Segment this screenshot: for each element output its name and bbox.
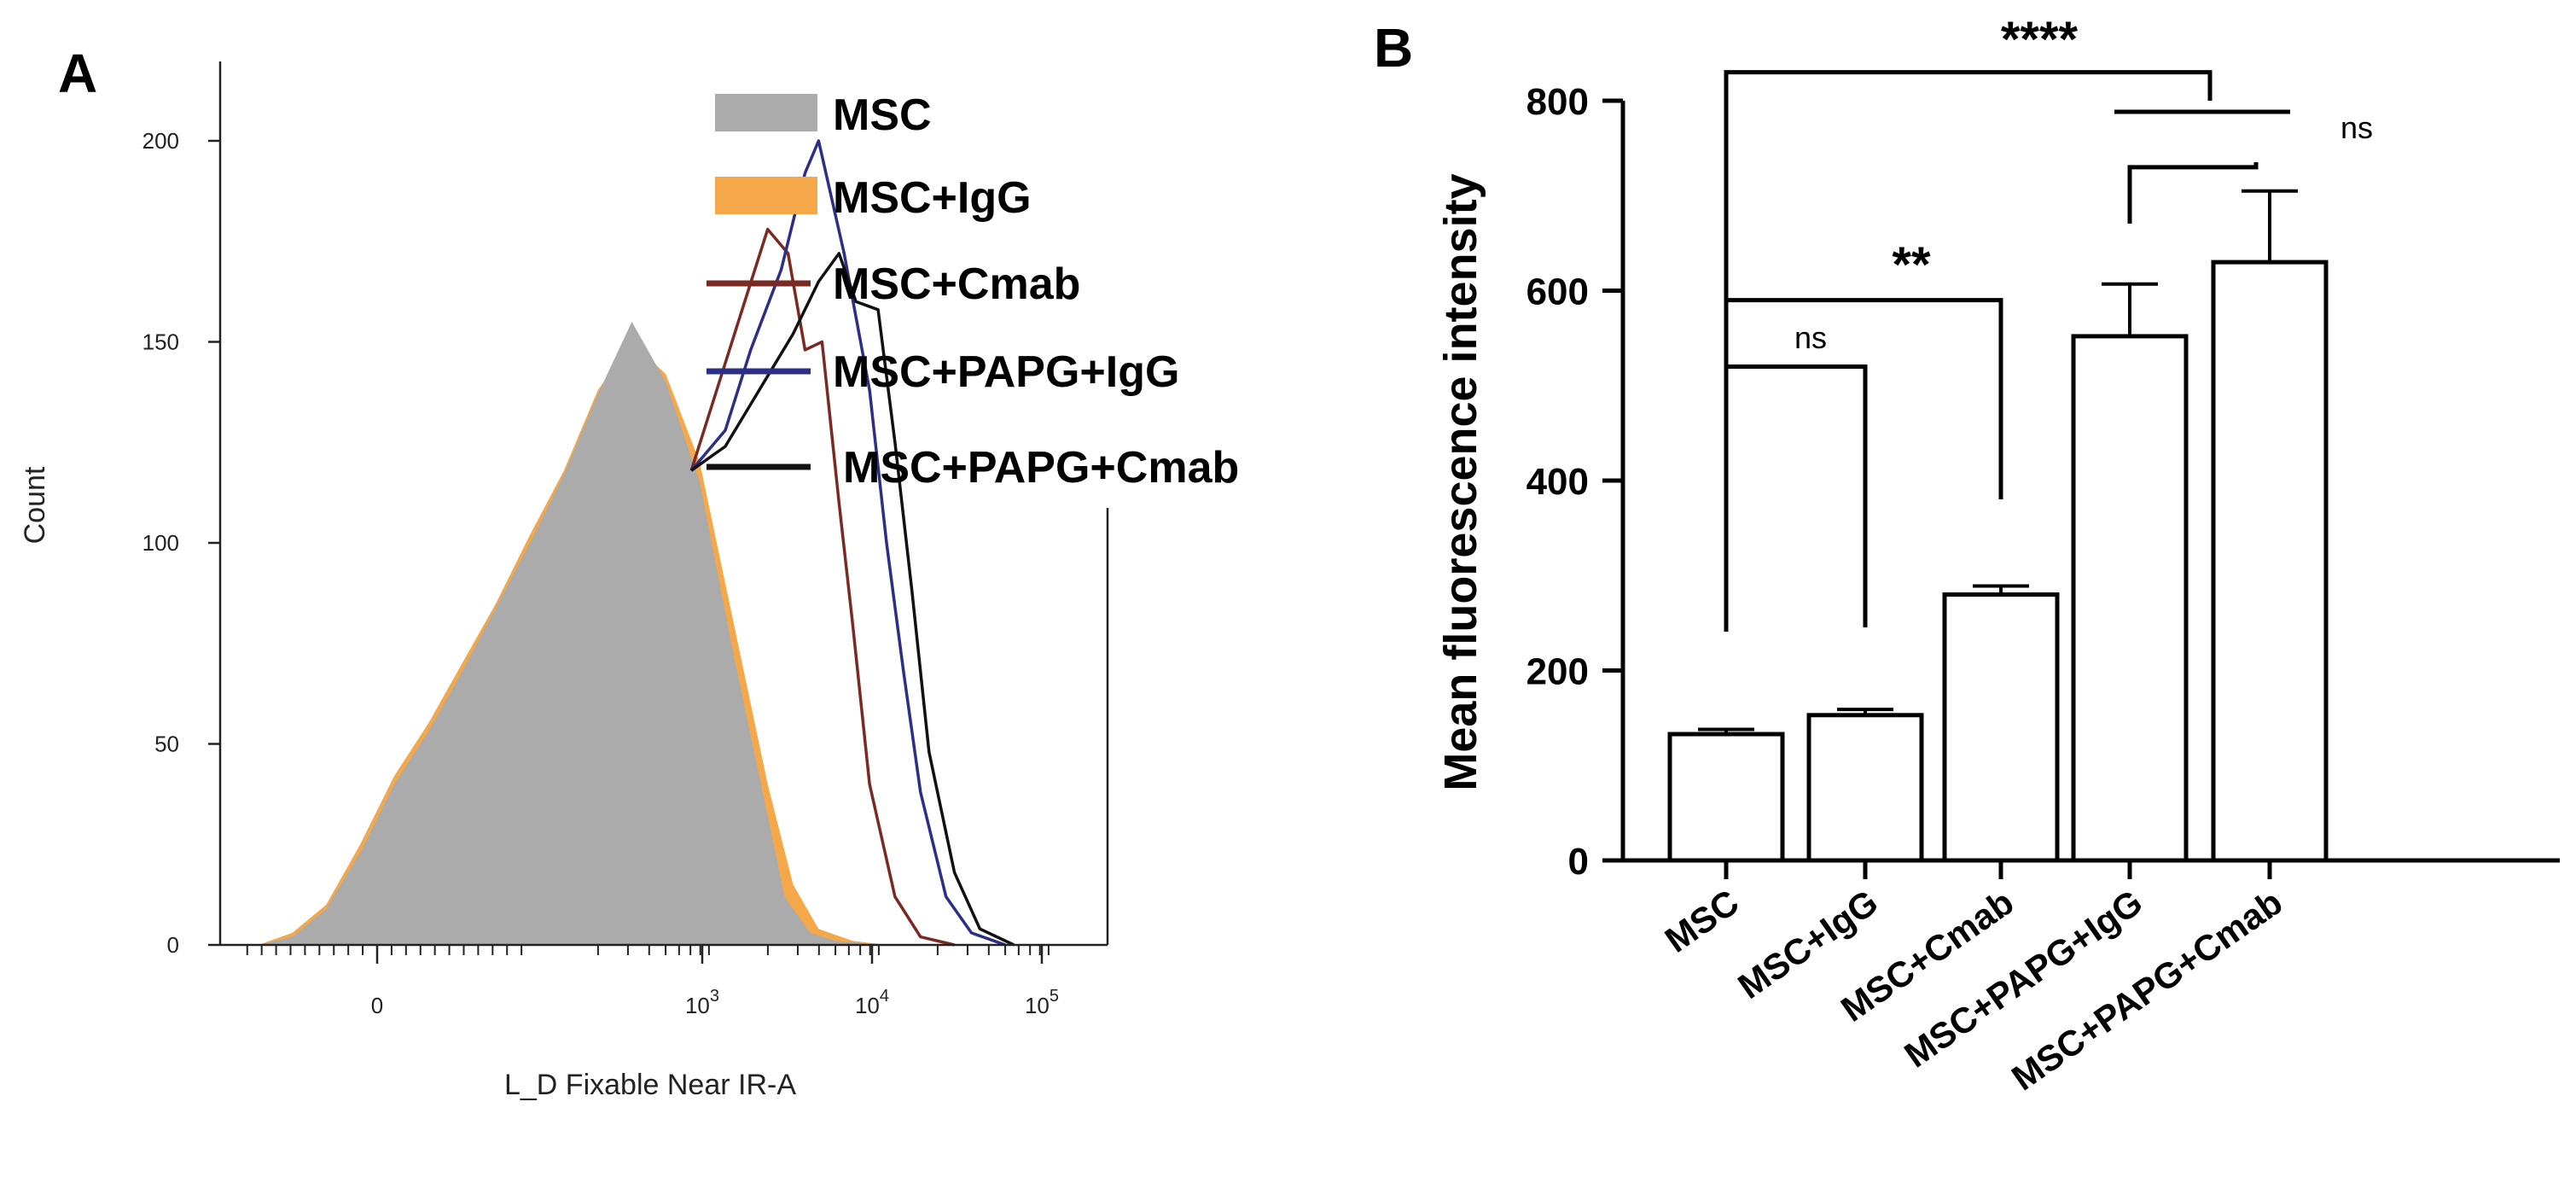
bar-y-tick-label: 0 — [1568, 841, 1589, 883]
histogram-x-label: L_D Fixable Near IR-A — [504, 1069, 796, 1101]
histogram-line-msc-plus-cmab — [689, 227, 956, 947]
bar-category-label: MSC — [1658, 882, 1746, 960]
bar-y-label: Mean fluorescence intensity — [1435, 173, 1486, 790]
bar-y-tick-label: 200 — [1526, 651, 1589, 693]
bar-msc-plus-papg-plus-igg — [2071, 334, 2189, 863]
histogram-fill-msc — [258, 322, 887, 945]
panel-a-letter: A — [58, 43, 97, 104]
significance-label: ns — [2340, 110, 2373, 145]
legend-label-msc-plus-papg-plus-cmab: MSC+PAPG+Cmab — [843, 443, 1239, 493]
legend-swatch-msc-plus-igg — [715, 177, 817, 214]
significance-bracket — [1724, 364, 1868, 627]
histogram-y-ticks: 0 50 100 150 200 — [142, 128, 220, 958]
bar-y-tick-label: 800 — [1526, 81, 1589, 123]
significance-bracket — [2127, 162, 2259, 224]
panel-a: A 0 50 100 150 200 0 103 104 105 Count L_D Fixa… — [19, 43, 1239, 1101]
histogram-legend: MSC MSC+IgG MSC+Cmab MSC+PAPG+IgG MSC+PAPG+C… — [707, 90, 1239, 493]
bar-category-labels: MSCMSC+IgGMSC+CmabMSC+PAPG+IgGMSC+PAPG+C… — [1658, 860, 2289, 1098]
legend-label-msc: MSC — [833, 90, 932, 140]
significance-label: ns — [1794, 320, 1827, 355]
histogram-line-msc-plus-papg-plus-cmab — [690, 252, 1015, 947]
histogram-y-tick-label: 0 — [167, 932, 179, 958]
bar-msc-plus-igg — [1806, 713, 1924, 863]
significance-label: ** — [1892, 237, 1931, 293]
bar-msc — [1667, 732, 1785, 863]
histogram-y-tick-label: 150 — [142, 329, 179, 355]
histogram-y-label: Count — [19, 466, 51, 544]
significance-bracket — [1724, 70, 2213, 435]
significance-brackets: **** ns ** ns — [1724, 12, 2373, 632]
histogram-y-tick-label: 200 — [142, 128, 179, 154]
histogram-lines — [689, 139, 1015, 947]
histogram-line-msc-plus-papg-plus-igg — [689, 139, 1006, 947]
panel-b-letter: B — [1374, 17, 1413, 79]
legend-label-msc-plus-cmab: MSC+Cmab — [833, 259, 1080, 309]
legend-label-msc-plus-papg-plus-igg: MSC+PAPG+IgG — [833, 347, 1179, 397]
bar-msc-plus-papg-plus-cmab — [2211, 259, 2329, 863]
significance-label: **** — [2001, 12, 2079, 67]
bar-msc-plus-cmab — [1942, 592, 2060, 863]
legend-label-msc-plus-igg: MSC+IgG — [833, 173, 1032, 223]
histogram-x-tick-label: 103 — [685, 987, 719, 1018]
bar-y-tick-label: 600 — [1526, 271, 1589, 313]
bar-y-tick-label: 400 — [1526, 461, 1589, 503]
bar-y-ticks: 0 200 400 600 800 — [1526, 81, 1623, 883]
histogram-x-tick-label: 105 — [1025, 987, 1059, 1018]
legend-swatch-msc — [715, 94, 817, 131]
histogram-fills — [258, 322, 887, 945]
bars — [1667, 189, 2329, 863]
histogram-x-tick-label: 0 — [371, 993, 383, 1018]
histogram-y-tick-label: 100 — [142, 530, 179, 556]
histogram-y-tick-label: 50 — [154, 732, 179, 757]
histogram-x-tick-label: 104 — [855, 987, 889, 1018]
bar-category-label: MSC+PAPG+IgG — [1897, 882, 2149, 1076]
histogram-x-ticks: 0 103 104 105 — [246, 945, 1059, 1018]
